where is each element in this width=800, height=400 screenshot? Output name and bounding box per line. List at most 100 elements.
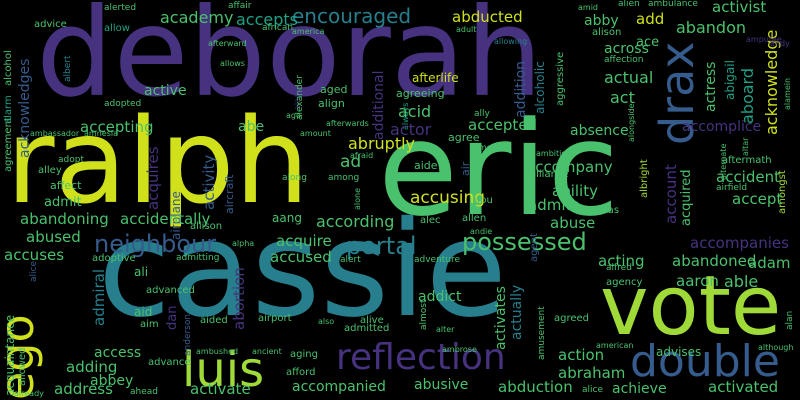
word: alpha	[232, 239, 255, 248]
word: additional	[371, 70, 387, 140]
word: abortion	[230, 267, 248, 330]
word: address	[54, 380, 113, 398]
word: alec	[420, 215, 441, 226]
word: academy	[160, 8, 234, 27]
word: allowing	[494, 37, 528, 46]
word: although	[758, 343, 794, 352]
word: luis	[182, 342, 265, 398]
word: alan	[785, 310, 795, 330]
word: alarm	[3, 95, 14, 124]
word: afterlife	[412, 71, 459, 85]
word: accused	[270, 248, 332, 266]
word: encouraged	[292, 4, 412, 28]
word: amnesia	[84, 129, 118, 138]
word: accompanies	[690, 234, 789, 252]
word: accuses	[4, 246, 65, 264]
word: ambrose	[442, 345, 477, 354]
word: advanced	[146, 285, 195, 296]
word: abby	[584, 13, 619, 29]
word: act	[610, 88, 635, 107]
word: adam	[748, 254, 791, 272]
word: alliance	[530, 169, 569, 180]
word: andie	[470, 227, 493, 236]
word: aid	[134, 305, 153, 319]
word: afford	[286, 367, 316, 378]
word: air	[459, 161, 472, 176]
word: altar	[741, 137, 750, 156]
word: allow	[104, 23, 130, 34]
word: admit	[44, 195, 82, 210]
word: alley	[38, 165, 62, 176]
word: admits	[528, 196, 580, 214]
word: ambition	[536, 149, 572, 158]
word: abu	[474, 195, 493, 206]
word: advises	[656, 345, 702, 359]
word: afraid	[350, 151, 374, 160]
word: accident	[716, 168, 780, 186]
word: neighbour	[94, 230, 217, 258]
word: aim	[140, 319, 159, 330]
word: add	[636, 10, 665, 28]
word: amputee	[746, 35, 782, 44]
word: agreed	[554, 313, 590, 324]
word: actor	[390, 120, 432, 139]
word: activated	[708, 378, 779, 396]
word: aboard	[738, 67, 757, 124]
word: adoptive	[92, 253, 136, 264]
word: acting	[598, 252, 645, 270]
word: accusing	[410, 188, 486, 208]
word: aide	[414, 159, 438, 172]
word: ambassador	[30, 129, 80, 138]
word: albright	[639, 159, 650, 198]
word: active	[144, 83, 187, 99]
word: ace	[636, 35, 660, 50]
word: across	[604, 41, 649, 57]
word: ambushed	[196, 347, 239, 356]
word: america	[292, 27, 325, 36]
word: accepting	[80, 118, 154, 136]
word: alter	[436, 325, 455, 334]
word: andy	[770, 39, 790, 48]
word: amount	[300, 129, 331, 138]
word: dan	[165, 305, 180, 330]
word: admitting	[176, 253, 220, 263]
word: airport	[258, 313, 292, 324]
word: abandon	[676, 18, 746, 37]
word: achieve	[612, 381, 667, 397]
word: alcohol	[3, 50, 14, 86]
word: american	[596, 341, 634, 350]
word: abused	[26, 228, 81, 246]
word: absence	[570, 123, 629, 139]
word: agent	[529, 233, 540, 262]
word: abduction	[498, 378, 573, 396]
word: acquire	[276, 232, 332, 250]
word: align	[318, 97, 345, 110]
word: airfield	[716, 183, 748, 193]
word: alone	[353, 187, 362, 210]
word: alien	[618, 0, 640, 9]
word: allowed	[17, 347, 28, 386]
word: admiral	[90, 268, 108, 326]
word: already	[14, 389, 44, 398]
word: aggressive	[555, 51, 566, 106]
word: admitted	[344, 323, 390, 334]
word: advance	[148, 357, 191, 368]
word: acknowledges	[17, 58, 33, 158]
word: affection	[604, 55, 644, 65]
word: ralph	[6, 92, 310, 230]
word: deborah	[36, 0, 543, 124]
word: amusement	[537, 306, 547, 360]
word: abducted	[452, 8, 523, 26]
word: activates	[493, 286, 509, 350]
word: alice	[582, 385, 604, 395]
word: vote	[600, 259, 782, 354]
word: alamein	[783, 77, 792, 110]
word: account	[662, 164, 680, 224]
word: abandoned	[672, 252, 757, 270]
word: acquires	[144, 146, 162, 210]
word: alert	[340, 255, 361, 265]
word: agreeing	[396, 87, 445, 100]
word: access	[94, 345, 142, 361]
word: able	[724, 272, 759, 291]
word: ali	[134, 265, 149, 279]
